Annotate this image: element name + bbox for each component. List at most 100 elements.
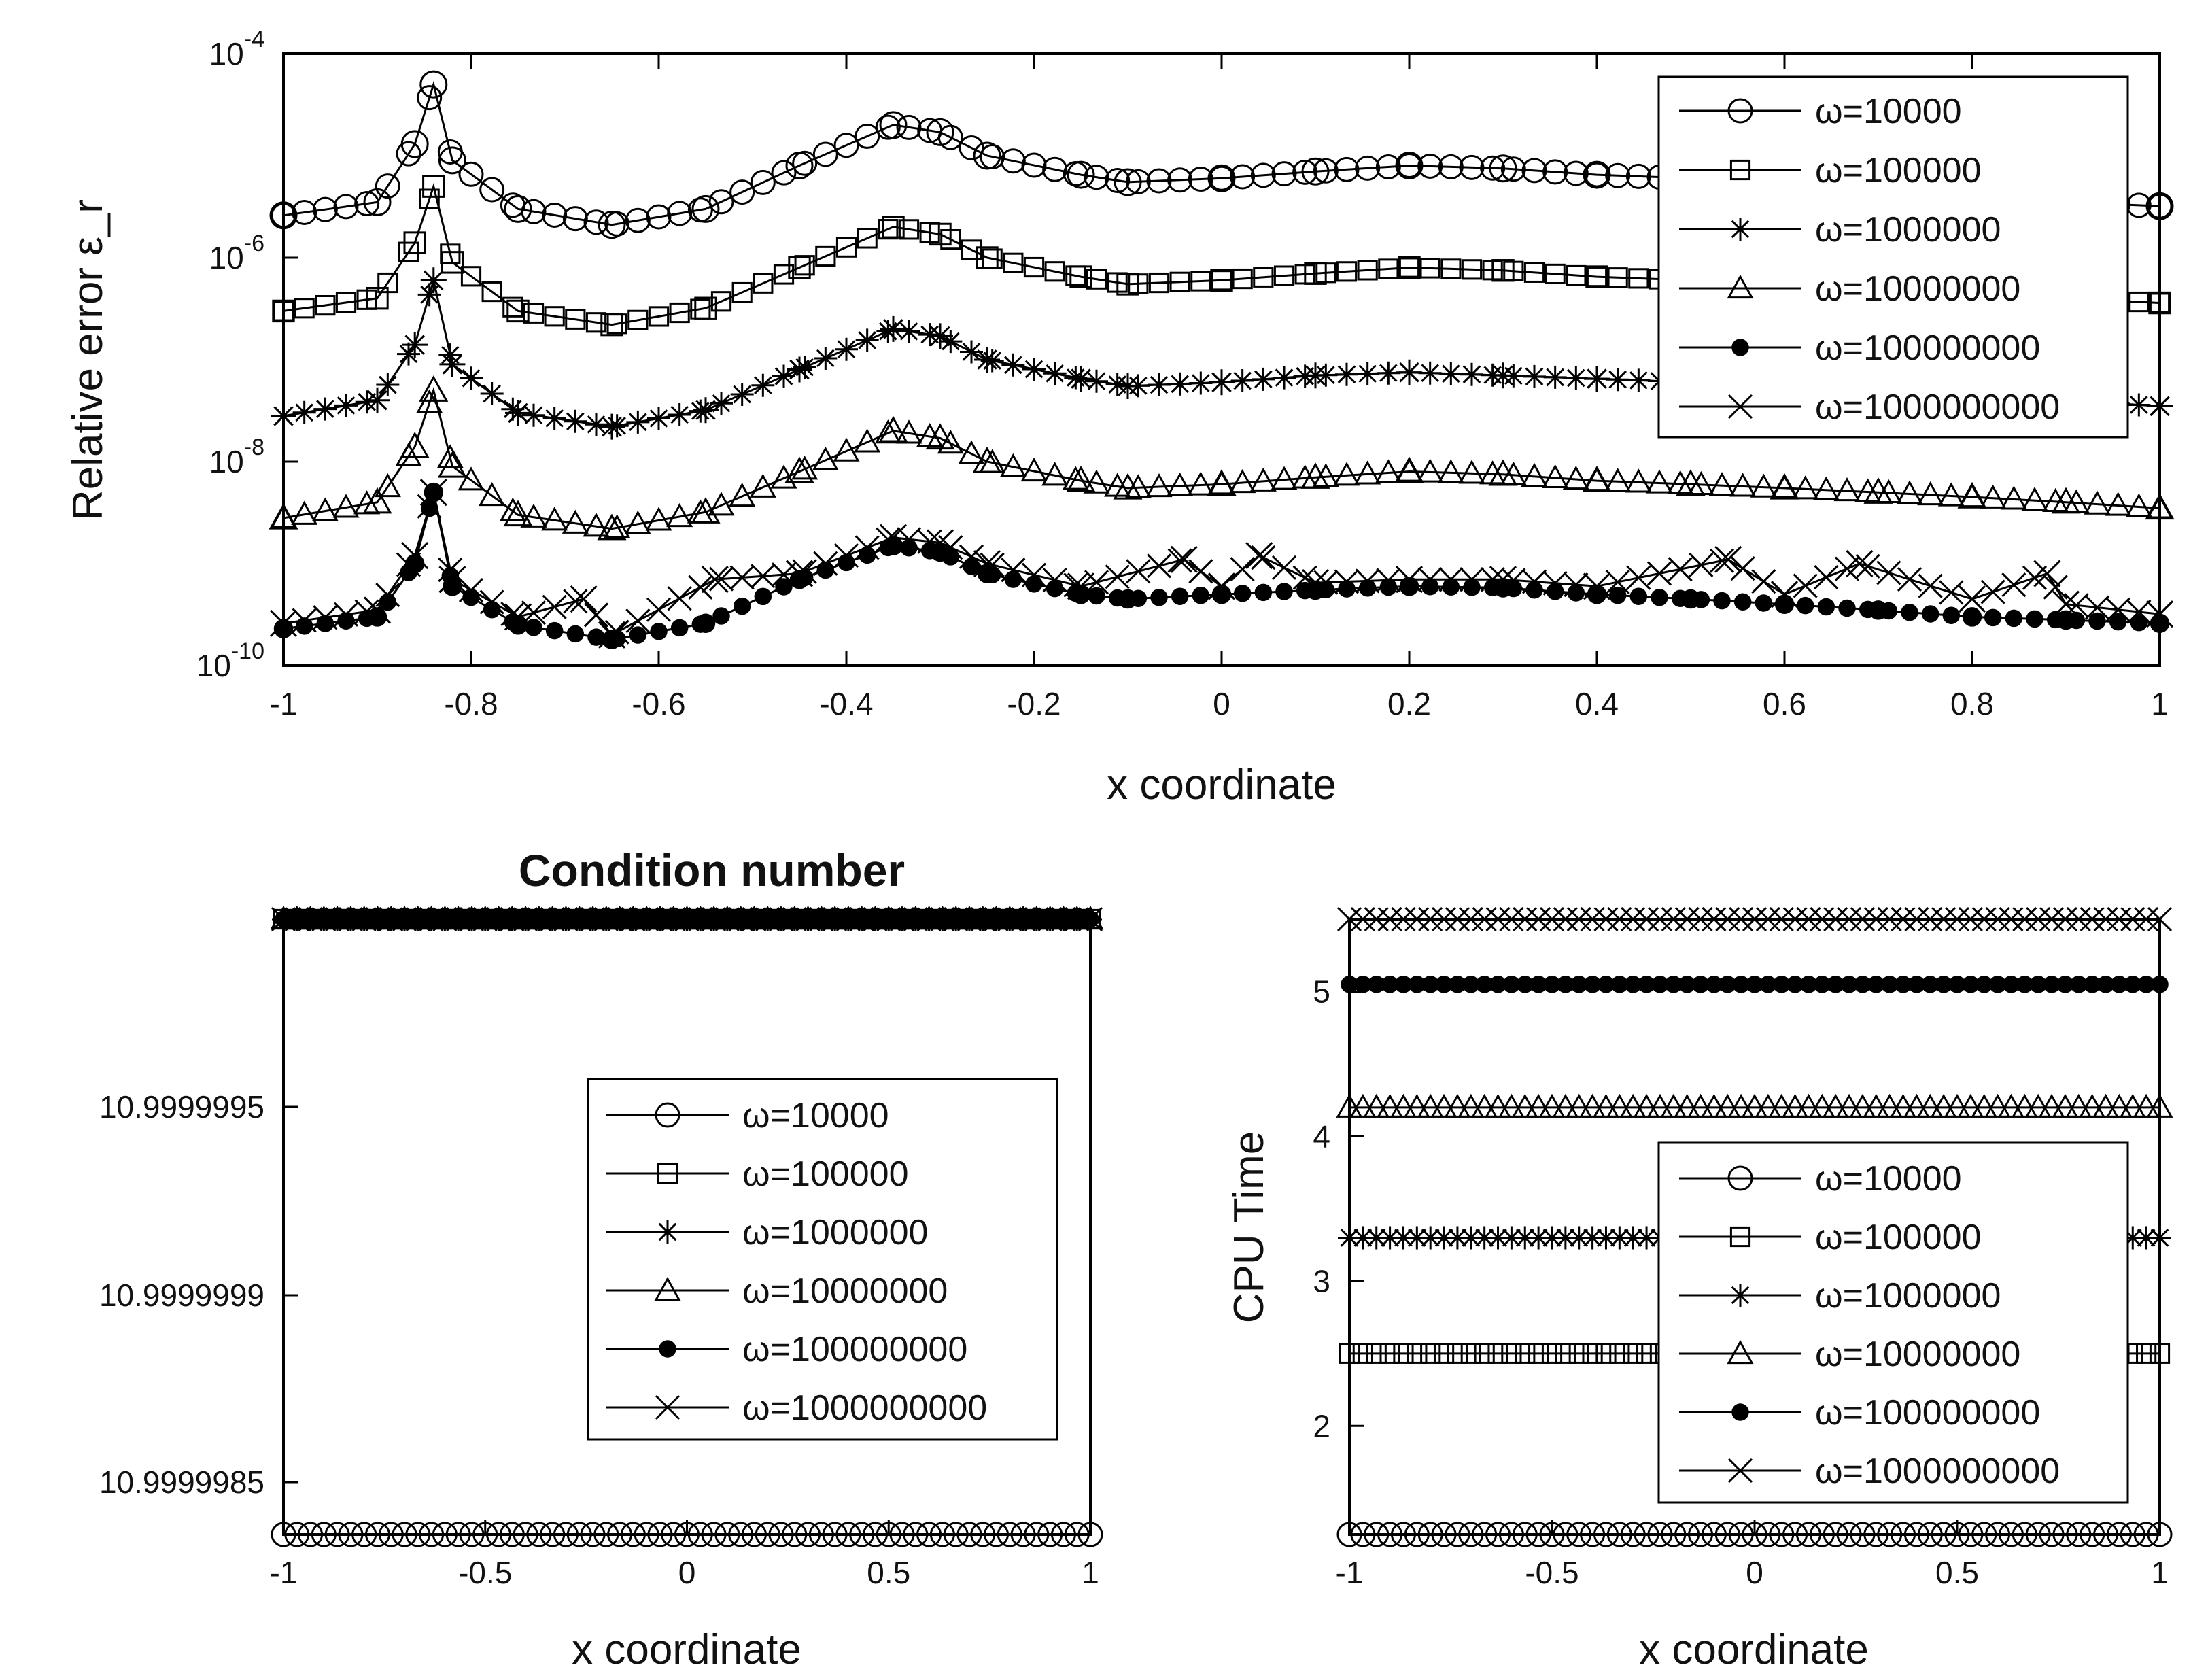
relative-error-point-5-4 bbox=[354, 599, 379, 624]
cpu-time-point-4-19 bbox=[1597, 976, 1615, 993]
cpu-time-legend-entry-5: ω=1000000000 bbox=[1679, 1452, 2060, 1491]
relative-error-point-5-34 bbox=[980, 552, 1005, 577]
relative-error-point-4-53 bbox=[1379, 578, 1398, 596]
cpu-time-point-1-6 bbox=[1420, 1343, 1441, 1364]
relative-error-point-4-74 bbox=[1817, 598, 1835, 616]
relative-error-point-2-18 bbox=[647, 407, 670, 430]
cpu-time-point-4-36 bbox=[1827, 976, 1844, 993]
relative-error-node-5-12 bbox=[973, 549, 1001, 578]
relative-error-point-5-59 bbox=[1501, 568, 1526, 593]
relative-error-node-5-20 bbox=[1583, 572, 1611, 600]
relative-error-point-5-26 bbox=[813, 551, 838, 576]
condition-number-y-ticks: 10.9999995 10.9999999 10.9999985 bbox=[99, 1089, 298, 1500]
condition-number-legend-marker-dot-4 bbox=[659, 1340, 676, 1358]
cpu-time-point-4-16 bbox=[1557, 976, 1574, 993]
cpu-time-point-3-46 bbox=[1957, 1093, 1984, 1118]
cpu-time-legend-entry-0: ω=10000 bbox=[1679, 1159, 1962, 1199]
cpu-time-point-2-15 bbox=[1540, 1226, 1564, 1250]
cpu-time-legend-marker-x-5 bbox=[1727, 1458, 1753, 1484]
relative-error-point-5-17 bbox=[625, 608, 651, 634]
relative-error-point-1-55 bbox=[1419, 258, 1440, 279]
relative-error-point-5-50 bbox=[1313, 570, 1339, 595]
relative-error-point-1-47 bbox=[1253, 267, 1274, 288]
cpu-time-point-4-13 bbox=[1516, 976, 1534, 993]
cpu-time-point-3-7 bbox=[1430, 1093, 1457, 1118]
cpu-time-point-4-6 bbox=[1421, 976, 1439, 993]
relative-error-point-4-57 bbox=[1463, 578, 1481, 596]
cpu-time-point-1-22 bbox=[1636, 1343, 1657, 1364]
relative-error-y-tick-base-2: 10 bbox=[209, 444, 244, 479]
cpu-time-point-1-1 bbox=[1352, 1343, 1373, 1364]
condition-number-x-ticks: -1 -0.5 0 0.5 1 bbox=[270, 1520, 1099, 1590]
relative-error-point-2-53 bbox=[1377, 361, 1400, 385]
condition-number-legend-marker-circle-0 bbox=[655, 1102, 680, 1128]
relative-error-x-tick-label-4: -0.2 bbox=[1007, 686, 1060, 721]
cpu-time-point-3-17 bbox=[1566, 1093, 1593, 1118]
relative-error-point-2-89 bbox=[2127, 393, 2151, 417]
cpu-time-legend-label-5: ω=1000000000 bbox=[1815, 1452, 2060, 1491]
relative-error-point-2-40 bbox=[1105, 373, 1129, 396]
relative-error-node-5-22 bbox=[1770, 581, 1799, 608]
relative-error-node-0-13 bbox=[1114, 168, 1142, 196]
relative-error-point-0-44 bbox=[1188, 167, 1213, 192]
cpu-time-point-1-18 bbox=[1582, 1343, 1603, 1364]
relative-error-point-2-15 bbox=[585, 413, 608, 436]
cpu-time-point-3-32 bbox=[1768, 1093, 1795, 1118]
cpu-time-point-2-11 bbox=[1486, 1226, 1510, 1250]
relative-error-point-3-60 bbox=[1521, 462, 1548, 487]
relative-error-node-4-21 bbox=[1868, 600, 1888, 620]
relative-error-point-3-8 bbox=[436, 444, 464, 468]
condition-number-legend-label-2: ω=1000000 bbox=[742, 1213, 928, 1252]
cpu-time-point-4-38 bbox=[1854, 976, 1871, 993]
cpu-time-point-1-12 bbox=[1501, 1343, 1522, 1364]
relative-error-point-5-57 bbox=[1459, 567, 1485, 592]
relative-error-node-5-2 bbox=[401, 542, 429, 570]
relative-error-point-5-5 bbox=[375, 583, 400, 608]
cpu-time-y-axis-label: CPU Time bbox=[1226, 1131, 1273, 1323]
relative-error-x-tick-label-3: -0.4 bbox=[819, 686, 873, 721]
relative-error-point-5-41 bbox=[1126, 559, 1151, 584]
relative-error-point-1-63 bbox=[1586, 266, 1608, 288]
relative-error-point-4-44 bbox=[1192, 586, 1210, 604]
relative-error-y-tick-exp-2: -8 bbox=[244, 434, 264, 460]
relative-error-point-0-51 bbox=[1334, 156, 1360, 182]
cpu-time-point-4-28 bbox=[1719, 976, 1737, 993]
relative-error-point-0-37 bbox=[1042, 156, 1068, 182]
relative-error-node-1-14 bbox=[1210, 269, 1233, 292]
cpu-time-point-3-55 bbox=[2079, 1093, 2106, 1118]
relative-error-node-5-19 bbox=[1489, 566, 1517, 594]
relative-error-point-3-71 bbox=[1750, 473, 1777, 498]
relative-error-point-0-17 bbox=[625, 207, 651, 233]
relative-error-node-2-5 bbox=[505, 400, 531, 426]
relative-error-node-3-4 bbox=[437, 451, 467, 478]
relative-error-y-tick-label-0: 10-4 bbox=[209, 27, 264, 71]
relative-error-point-4-19 bbox=[670, 619, 689, 637]
relative-error-point-0-64 bbox=[1605, 162, 1631, 188]
relative-error-point-0-29 bbox=[875, 114, 901, 140]
relative-error-point-3-83 bbox=[2000, 485, 2027, 510]
cpu-time-point-3-39 bbox=[1863, 1093, 1890, 1118]
relative-error-point-5-31 bbox=[917, 529, 942, 554]
relative-error-node-1-8 bbox=[788, 256, 811, 279]
relative-error-node-2-14 bbox=[1209, 369, 1235, 396]
relative-error-point-1-12 bbox=[523, 303, 545, 324]
relative-error-point-5-35 bbox=[1001, 558, 1026, 583]
relative-error-point-4-36 bbox=[1025, 575, 1043, 593]
cpu-time-point-3-5 bbox=[1403, 1093, 1430, 1118]
relative-error-node-5-4 bbox=[438, 566, 466, 594]
relative-error-node-4-16 bbox=[1399, 577, 1419, 596]
relative-error-node-5-3 bbox=[419, 479, 447, 507]
relative-error-point-5-62 bbox=[1564, 572, 1589, 598]
relative-error-point-1-7 bbox=[419, 188, 440, 209]
cpu-time-point-3-42 bbox=[1903, 1093, 1930, 1118]
relative-error-point-2-25 bbox=[793, 356, 816, 379]
relative-error-point-2-65 bbox=[1627, 368, 1651, 392]
cpu-time-point-3-40 bbox=[1876, 1093, 1903, 1118]
cpu-time-point-4-50 bbox=[2016, 976, 2034, 993]
relative-error-node-2-11 bbox=[974, 347, 1000, 373]
relative-error-node-3-2 bbox=[400, 431, 430, 458]
relative-error-point-2-32 bbox=[939, 330, 963, 354]
relative-error-node-2-9 bbox=[880, 315, 906, 342]
relative-error-x-tick-label-1: -0.8 bbox=[444, 686, 498, 721]
condition-number-x-tick-label-3: 0.5 bbox=[867, 1555, 910, 1590]
